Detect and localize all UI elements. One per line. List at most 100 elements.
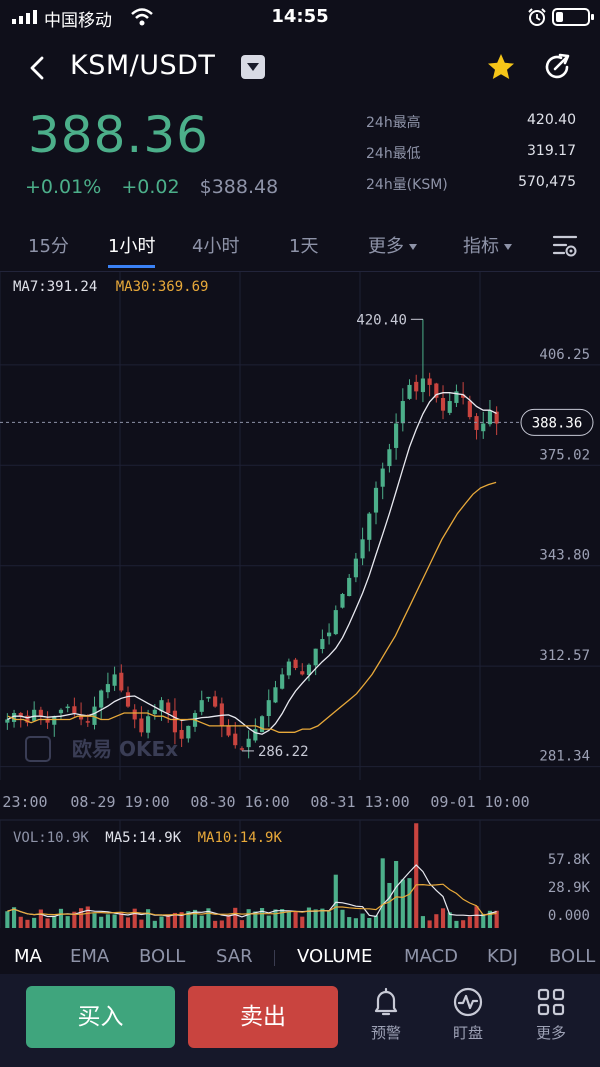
- volume-bar: [25, 919, 30, 928]
- candle-body: [420, 378, 425, 393]
- volume-bar: [119, 912, 124, 928]
- volume-bar: [172, 912, 177, 928]
- ind-ema[interactable]: EMA: [70, 946, 110, 967]
- share-icon[interactable]: [543, 52, 573, 82]
- candle-body: [45, 718, 50, 723]
- x-axis-label: 09-01 10:00: [430, 793, 529, 811]
- candle-body: [400, 401, 405, 424]
- tab-4h[interactable]: 4小时: [192, 236, 240, 257]
- tab-15m[interactable]: 15分: [28, 236, 69, 257]
- candle-body: [273, 687, 278, 703]
- interval-tabs: 15分 1小时 4小时 1天 更多 指标: [0, 222, 600, 272]
- volume-bar: [273, 909, 278, 928]
- volume-bar: [266, 915, 271, 928]
- candle-body: [5, 719, 10, 723]
- volume-bar: [206, 908, 211, 928]
- volume-bar: [179, 912, 184, 928]
- candle-body: [139, 718, 144, 733]
- more-tool[interactable]: 更多: [521, 986, 581, 1056]
- dropdown-icon[interactable]: [241, 55, 265, 79]
- volume-bar: [18, 916, 23, 928]
- candle-body: [367, 513, 372, 540]
- volume-bar: [99, 916, 104, 928]
- watch-tool[interactable]: 盯盘: [438, 986, 498, 1056]
- ind-boll[interactable]: BOLL: [139, 946, 186, 967]
- candle-body: [233, 733, 238, 746]
- candle-body: [394, 423, 399, 448]
- indicator-divider: [274, 950, 275, 966]
- candle-body: [206, 696, 211, 699]
- volume-ma10-line: [7, 883, 497, 916]
- volume-bar: [461, 920, 466, 928]
- carrier-name: 中国移动: [44, 11, 112, 31]
- candle-body: [246, 738, 251, 748]
- high-marker-label: 420.40: [356, 312, 407, 328]
- candle-body: [380, 468, 385, 487]
- tab-1h[interactable]: 1小时: [108, 236, 156, 257]
- tab-1d[interactable]: 1天: [289, 236, 319, 257]
- volume-bar: [186, 911, 191, 928]
- candle-body: [300, 671, 305, 675]
- indicator-tabs: MA EMA BOLL SAR VOLUME MACD KDJ BOLL: [0, 940, 600, 974]
- volume-bar: [293, 910, 298, 928]
- back-icon[interactable]: [24, 52, 52, 84]
- grid-icon: [537, 988, 565, 1016]
- status-bar: 中国移动 14:55: [0, 0, 600, 34]
- volume-bar: [387, 882, 392, 928]
- alert-tool[interactable]: 预警: [356, 986, 416, 1056]
- volume-bar: [487, 910, 493, 928]
- candle-body: [340, 594, 345, 608]
- star-icon[interactable]: [486, 52, 516, 82]
- volume-bar: [380, 858, 385, 928]
- ind-volume[interactable]: VOLUME: [297, 946, 373, 967]
- ind-kdj[interactable]: KDJ: [487, 946, 518, 967]
- stats-panel: 24h最高 420.40 24h最低 319.17 24h量(KSM) 570,…: [366, 112, 576, 205]
- kline-svg[interactable]: 406.25 375.02 343.80 312.57 281.34 420.40 286.…: [0, 272, 600, 932]
- y-axis-label: 312.57: [539, 648, 590, 664]
- candle-body: [38, 709, 43, 717]
- volume-bar: [333, 874, 338, 928]
- last-price: 388.36: [28, 106, 209, 164]
- sell-button[interactable]: 卖出: [188, 986, 338, 1048]
- usd-price: $388.48: [199, 176, 279, 198]
- alarm-icon: [528, 8, 546, 26]
- volume-bar: [414, 823, 419, 928]
- volume-bar: [105, 914, 110, 928]
- chart-settings-icon[interactable]: [552, 233, 578, 259]
- volume-bar: [447, 912, 452, 928]
- pair-title[interactable]: KSM/USDT: [70, 50, 216, 81]
- candle-body: [327, 632, 332, 637]
- kline-chart[interactable]: 406.25 375.02 343.80 312.57 281.34 420.40 286.…: [0, 272, 600, 932]
- tab-indicators[interactable]: 指标: [463, 232, 512, 258]
- vol-label: VOL:10.9K: [13, 830, 89, 846]
- stat-high: 24h最高 420.40: [366, 112, 576, 143]
- active-tab-underline: [108, 265, 155, 268]
- candle-body: [461, 394, 466, 398]
- volume-bar: [233, 907, 238, 928]
- ind-boll-sub[interactable]: BOLL: [549, 946, 596, 967]
- candle-body: [79, 715, 84, 720]
- stat-value: 319.17: [527, 143, 576, 159]
- candle-body: [186, 725, 191, 739]
- candle-body: [447, 401, 452, 413]
- candle-body: [494, 411, 499, 424]
- candle-body: [146, 716, 151, 733]
- volume-bar: [327, 911, 332, 928]
- candle-body: [481, 423, 486, 432]
- candle-body: [487, 410, 493, 425]
- pulse-icon: [453, 987, 483, 1017]
- candle-body: [266, 700, 271, 716]
- current-price-label: 388.36: [532, 415, 583, 431]
- volume-bar: [85, 906, 90, 928]
- candle-body: [440, 398, 446, 411]
- ma-legend: MA7:391.24 MA30:369.69: [13, 279, 208, 295]
- candle-body: [125, 692, 131, 707]
- tab-more[interactable]: 更多: [368, 232, 417, 258]
- buy-button[interactable]: 买入: [26, 986, 175, 1048]
- volume-bar: [152, 920, 157, 928]
- ind-macd[interactable]: MACD: [404, 946, 458, 967]
- y-axis-label: 343.80: [539, 548, 590, 564]
- candle-body: [226, 725, 231, 736]
- ind-sar[interactable]: SAR: [216, 946, 253, 967]
- ind-ma[interactable]: MA: [14, 946, 42, 967]
